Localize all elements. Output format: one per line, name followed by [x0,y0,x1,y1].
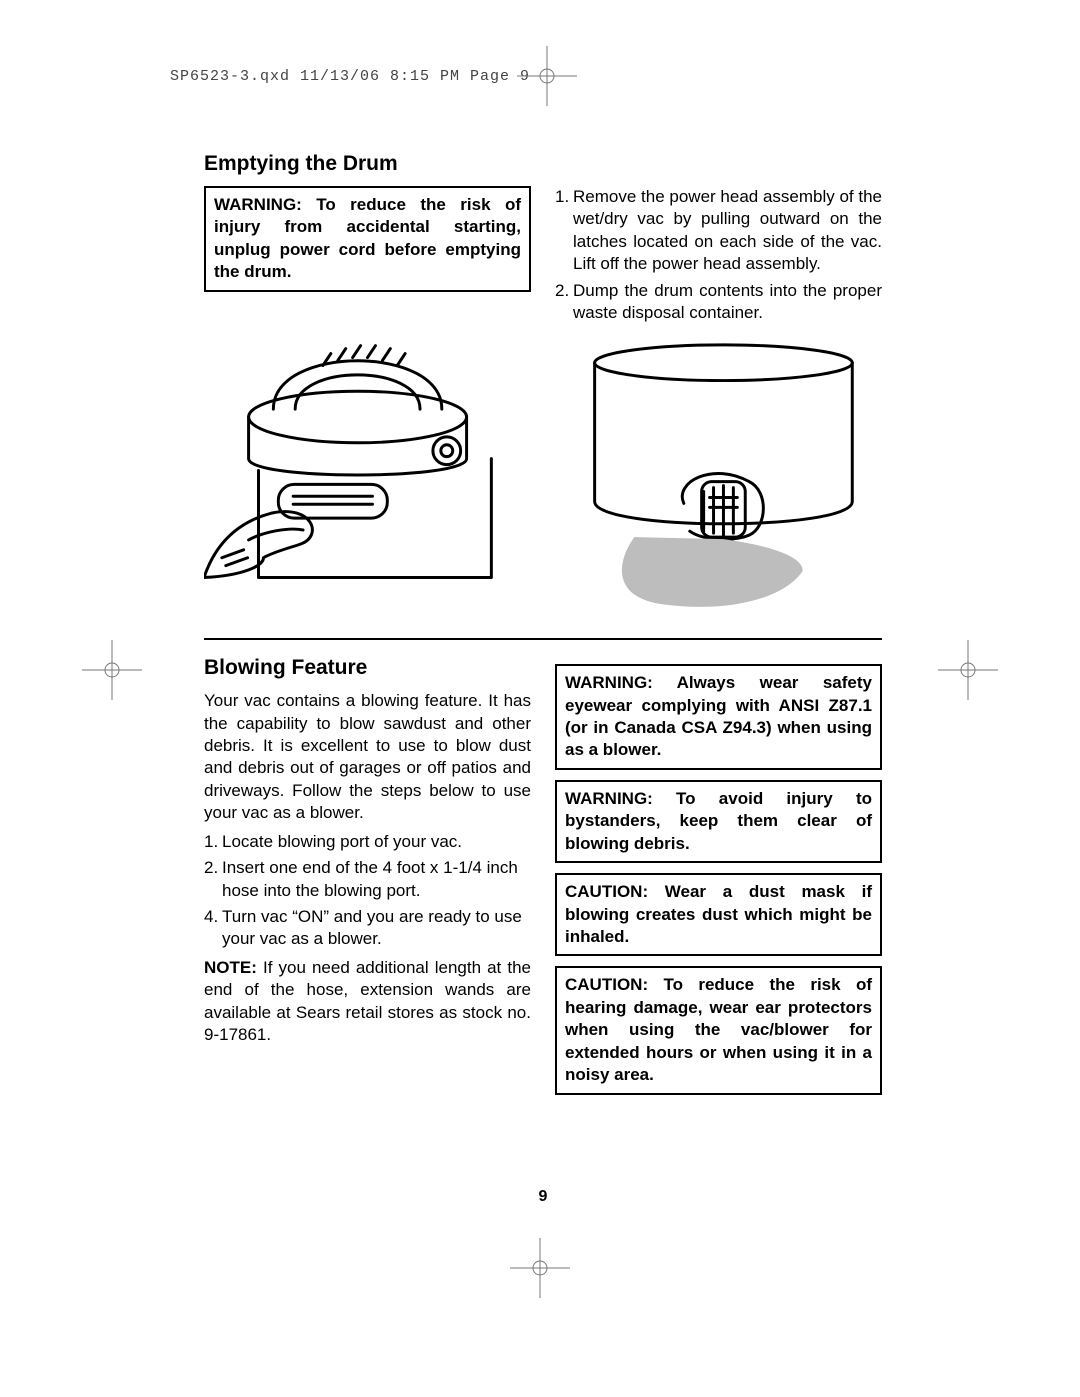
col-right: WARNING: Always wear safety eyewear comp… [555,656,882,1105]
section-emptying-drum: Emptying the Drum WARNING: To reduce the… [204,152,882,610]
warning-bystanders: WARNING: To avoid injury to bystanders, … [555,780,882,863]
col-left: Blowing Feature Your vac contains a blow… [204,656,531,1105]
list-item: 1.Locate blowing port of your vac. [204,831,531,853]
step-number: 1. [555,186,573,276]
illustration-latch [204,310,531,587]
step-text: Locate blowing port of your vac. [222,831,531,853]
print-slug: SP6523-3.qxd 11/13/06 8:15 PM Page 9 [170,68,530,85]
regmark-right [938,640,998,700]
heading-emptying-drum: Emptying the Drum [204,152,882,176]
list-item: 2.Dump the drum contents into the proper… [555,280,882,325]
list-item: 4.Turn vac “ON” and you are ready to use… [204,906,531,951]
step-text: Remove the power head assembly of the we… [573,186,882,276]
step-number: 1. [204,831,222,853]
steps-blower: 1.Locate blowing port of your vac. 2.Ins… [204,831,531,951]
note-label: NOTE: [204,958,257,977]
heading-blowing-feature: Blowing Feature [204,656,531,680]
step-text: Turn vac “ON” and you are ready to use y… [222,906,531,951]
section-blowing-feature: Blowing Feature Your vac contains a blow… [204,656,882,1105]
step-text: Dump the drum contents into the proper w… [573,280,882,325]
regmark-left [82,640,142,700]
steps-drum: 1.Remove the power head assembly of the … [555,186,882,325]
step-text: Insert one end of the 4 foot x 1-1/4 inc… [222,857,531,902]
warning-drum: WARNING: To reduce the risk of injury fr… [204,186,531,292]
list-item: 1.Remove the power head assembly of the … [555,186,882,276]
warning-eyewear: WARNING: Always wear safety eyewear comp… [555,664,882,770]
step-number: 4. [204,906,222,951]
page-number: 9 [204,1188,882,1206]
step-number: 2. [555,280,573,325]
regmark-bottom [510,1238,570,1298]
list-item: 2.Insert one end of the 4 foot x 1-1/4 i… [204,857,531,902]
col-right: 1.Remove the power head assembly of the … [555,186,882,610]
note-text: NOTE: If you need additional length at t… [204,957,531,1047]
caution-dust: CAUTION: Wear a dust mask if blowing cre… [555,873,882,956]
step-number: 2. [204,857,222,902]
caution-hearing: CAUTION: To reduce the risk of hearing d… [555,966,882,1094]
page-content: Emptying the Drum WARNING: To reduce the… [204,152,882,1206]
divider [204,638,882,640]
regmark-top [517,46,577,106]
illustration-dump [555,333,882,610]
col-left: WARNING: To reduce the risk of injury fr… [204,186,531,610]
intro-text: Your vac contains a blowing feature. It … [204,690,531,825]
